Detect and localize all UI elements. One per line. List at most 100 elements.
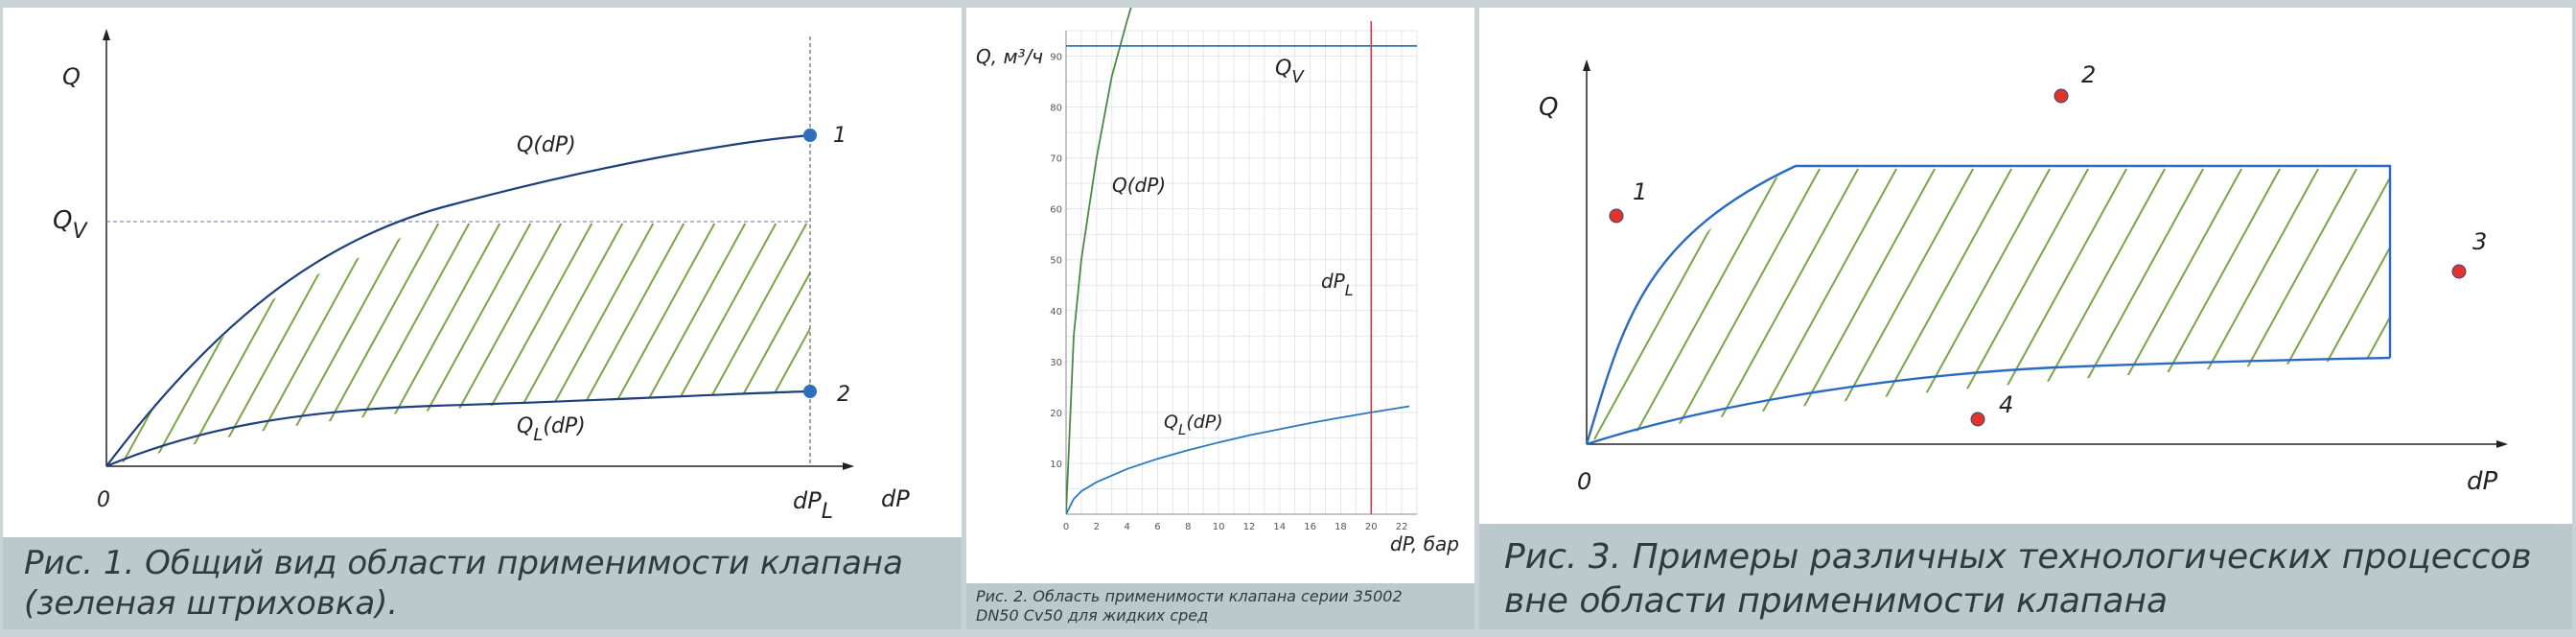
- hatch-line: [702, 223, 810, 466]
- y-tick-label: 90: [1050, 53, 1062, 63]
- figure1-panel: Q 0 dP QV dPL Q(dP) QL(dP) 1 2 Рис. 1. О…: [3, 8, 962, 629]
- figure2-x-label: dP, бар: [1390, 532, 1459, 555]
- hatch-line: [2130, 168, 2281, 440]
- hatch-line: [106, 223, 225, 466]
- x-tick-label: 6: [1154, 522, 1160, 532]
- hatch-line: [1823, 168, 1974, 440]
- figure1-point-2-label: 2: [837, 383, 850, 407]
- hatch-line: [2092, 168, 2242, 440]
- figure2-caption-line1: Рис. 2. Область применимости клапана сер…: [976, 587, 1403, 605]
- figure1-x-axis-arrow: [843, 462, 854, 470]
- hatch-line: [395, 223, 532, 466]
- y-tick-label: 20: [1050, 409, 1062, 419]
- hatch-line: [1587, 168, 1706, 440]
- figure1-qv-label: QV: [53, 206, 88, 244]
- x-tick-label: 18: [1334, 522, 1347, 532]
- x-tick-label: 22: [1396, 522, 1408, 532]
- x-tick-label: 14: [1273, 522, 1286, 532]
- figure3-caption: Рис. 3. Примеры различных технологически…: [1479, 524, 2572, 629]
- figure3-caption-line1: Рис. 3. Примеры различных технологически…: [1504, 537, 2532, 577]
- figure1-y-label: Q: [62, 63, 81, 90]
- figure1-caption-line2: (зеленая штриховка).: [24, 584, 399, 623]
- figure3-lower-boundary: [1586, 356, 2391, 446]
- figure3-point-2: [2054, 88, 2069, 104]
- hatch-line: [732, 223, 810, 466]
- figure2-grid: [1065, 30, 1418, 515]
- x-tick-label: 10: [1213, 522, 1225, 532]
- figure3-y-label: Q: [1539, 93, 1558, 122]
- hatch-line: [1862, 168, 2012, 440]
- hatch-line: [2054, 168, 2204, 440]
- y-tick-label: 80: [1050, 104, 1062, 114]
- figure1-point-1: [803, 129, 817, 142]
- hatch-line: [2245, 168, 2390, 440]
- figure3-point-1: [1609, 208, 1624, 224]
- figure3-point-4-label: 4: [1999, 391, 2013, 418]
- figure2-upper-curve-label: Q(dP): [1112, 174, 1166, 197]
- figure3-x-label: dP: [2467, 467, 2498, 496]
- hatch-line: [610, 223, 747, 466]
- figure3-x-axis-arrow: [2496, 440, 2508, 448]
- y-tick-label: 10: [1050, 460, 1062, 470]
- figure3-caption-line2: вне области применимости клапана: [1504, 581, 2169, 621]
- figure1-point-2: [803, 385, 817, 398]
- figure2-chart: 0 2 4 6 8 10 12 14 16 18 20 22 10 20 30 40 50 60 70 80 90 Q,…: [976, 8, 1459, 555]
- hatch-line: [119, 223, 256, 466]
- figure2-y-label: Q, м³/ч: [976, 45, 1043, 68]
- figure3-y-axis-arrow: [1583, 59, 1590, 71]
- hatch-line: [272, 223, 409, 466]
- hatch-line: [2322, 168, 2390, 440]
- figure1-origin-label: 0: [97, 488, 110, 512]
- figure3-panel: Q 0 dP 1 2 3 4 Рис. 3. Примеры различных…: [1479, 8, 2572, 629]
- figure2-lower-curve-label: QL(dP): [1164, 412, 1223, 438]
- figure1-y-axis-arrow: [103, 29, 110, 40]
- figure1-point-1-label: 1: [833, 124, 847, 148]
- hatch-line: [334, 223, 471, 466]
- y-tick-label: 70: [1050, 154, 1062, 165]
- figure1-caption-line1: Рис. 1. Общий вид области применимости к…: [24, 544, 903, 582]
- x-tick-label: 16: [1304, 522, 1316, 532]
- figure2-qv-label: QV: [1275, 57, 1305, 87]
- x-tick-label: 0: [1063, 522, 1069, 532]
- hatch-line: [2207, 168, 2357, 440]
- figure3-origin-label: 0: [1577, 468, 1591, 495]
- hatch-line: [640, 223, 777, 466]
- hatch-line: [211, 223, 348, 466]
- figure1-diagram: Q 0 dP QV dPL Q(dP) QL(dP) 1 2: [53, 29, 960, 524]
- hatch-line: [1900, 168, 2051, 440]
- hatch-line: [2169, 168, 2319, 440]
- hatch-line: [1708, 168, 1859, 440]
- series-line-qldp: [1066, 405, 1410, 514]
- x-tick-label: 12: [1243, 522, 1256, 532]
- figure3-point-2-label: 2: [2081, 61, 2096, 88]
- figure1-dpl-label: dPL: [793, 487, 833, 524]
- figure3-point-1-label: 1: [1633, 178, 1647, 205]
- x-tick-label: 4: [1124, 522, 1129, 532]
- hatch-line: [2284, 168, 2390, 440]
- hatch-line: [2015, 168, 2166, 440]
- figure3-hatching: [1587, 168, 2390, 440]
- hatch-line: [1785, 168, 1936, 440]
- y-tick-label: 40: [1050, 307, 1062, 318]
- x-tick-label: 2: [1094, 522, 1100, 532]
- figure2-caption-line2: DN50 Cv50 для жидких сред: [976, 606, 1209, 625]
- hatch-line: [1632, 168, 1782, 440]
- hatch-line: [364, 223, 501, 466]
- hatch-line: [671, 223, 808, 466]
- hatch-line: [303, 223, 440, 466]
- figure3-point-3-label: 3: [2472, 228, 2487, 255]
- y-tick-label: 50: [1050, 256, 1062, 267]
- x-tick-label: 20: [1365, 522, 1378, 532]
- figure1-upper-curve: [105, 133, 811, 467]
- hatch-line: [180, 223, 317, 466]
- figure1-lower-curve: [105, 389, 811, 468]
- hatch-line: [242, 223, 379, 466]
- hatch-line: [825, 224, 960, 468]
- figure3-diagram: Q 0 dP 1 2 3 4: [1539, 59, 2508, 496]
- figure2-dpl-label: dPL: [1321, 270, 1354, 299]
- figure1-lower-curve-label: QL(dP): [517, 414, 586, 445]
- hatch-line: [794, 223, 810, 466]
- figure1-upper-curve-label: Q(dP): [517, 133, 576, 157]
- figure3-upper-boundary: [1585, 164, 2392, 445]
- hatch-line: [1938, 168, 2089, 440]
